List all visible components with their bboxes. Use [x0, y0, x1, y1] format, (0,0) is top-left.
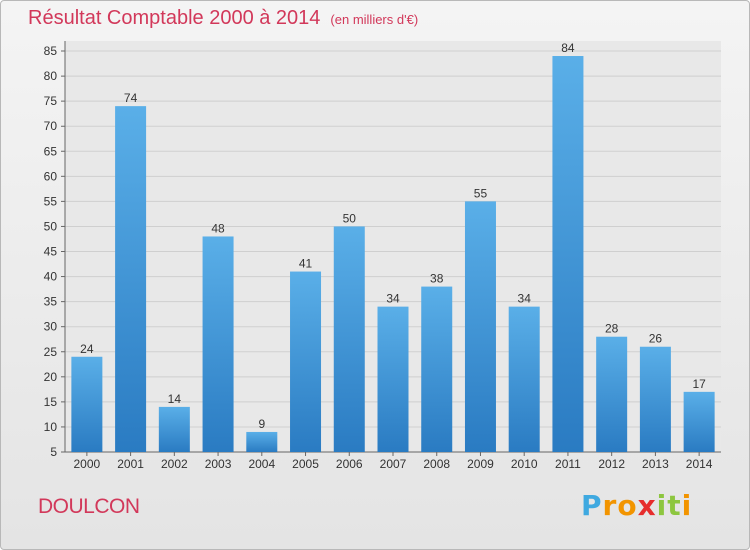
bar-value-label: 50: [343, 211, 357, 225]
x-tick-label: 2010: [511, 457, 538, 471]
y-tick-label: 5: [50, 445, 57, 459]
x-tick-label: 2012: [598, 457, 625, 471]
x-tick-label: 2007: [380, 457, 407, 471]
bar: [333, 226, 365, 452]
y-tick-label: 70: [44, 119, 58, 133]
proxiti-logo: Proxiti: [581, 489, 692, 522]
logo-letter: P: [581, 489, 603, 522]
bar-value-label: 26: [649, 332, 663, 346]
bar: [71, 356, 103, 452]
bar: [158, 406, 190, 452]
bar: [246, 431, 278, 452]
bar-value-label: 9: [258, 417, 265, 431]
x-tick-label: 2004: [248, 457, 275, 471]
logo-letter: x: [637, 489, 657, 522]
bar-value-label: 74: [124, 91, 138, 105]
y-tick-label: 45: [44, 245, 58, 259]
logo-letter: i: [681, 489, 693, 522]
title-text: Résultat Comptable 2000 à 2014: [28, 7, 321, 29]
y-tick-label: 75: [44, 94, 58, 108]
bar: [115, 106, 147, 452]
y-tick-label: 50: [44, 219, 58, 233]
bar: [552, 56, 584, 452]
y-tick-label: 15: [44, 395, 58, 409]
y-tick-label: 80: [44, 69, 58, 83]
y-tick-label: 55: [44, 194, 58, 208]
y-tick-label: 10: [44, 420, 58, 434]
bar: [290, 271, 322, 452]
bar: [508, 306, 540, 452]
y-tick-label: 20: [44, 370, 58, 384]
bar-value-label: 34: [518, 292, 532, 306]
bar: [683, 391, 715, 452]
bar-value-label: 34: [386, 292, 400, 306]
y-tick-label: 25: [44, 345, 58, 359]
bar-value-label: 28: [605, 322, 619, 336]
x-tick-label: 2000: [74, 457, 101, 471]
logo-letter: t: [667, 489, 682, 522]
x-tick-label: 2014: [686, 457, 713, 471]
bar-value-label: 38: [430, 272, 444, 286]
x-tick-label: 2003: [205, 457, 232, 471]
y-tick-label: 85: [44, 44, 58, 58]
y-tick-label: 35: [44, 295, 58, 309]
bar-value-label: 14: [168, 392, 182, 406]
y-tick-label: 30: [44, 320, 58, 334]
logo-letter: r: [602, 489, 618, 522]
bar-value-label: 55: [474, 186, 488, 200]
logo-letter: i: [656, 489, 668, 522]
x-tick-label: 2008: [423, 457, 450, 471]
bar-value-label: 84: [561, 41, 575, 55]
x-tick-label: 2011: [555, 457, 581, 471]
x-tick-label: 2009: [467, 457, 494, 471]
bar: [639, 346, 671, 452]
bar: [596, 336, 628, 452]
y-tick-label: 40: [44, 270, 58, 284]
x-tick-label: 2001: [117, 457, 144, 471]
bar-value-label: 48: [211, 221, 225, 235]
x-tick-label: 2005: [292, 457, 319, 471]
bar-value-label: 17: [692, 377, 706, 391]
bar-value-label: 41: [299, 257, 313, 271]
logo-letter: o: [617, 489, 638, 522]
y-tick-label: 65: [44, 144, 58, 158]
bar: [202, 236, 234, 452]
bar-value-label: 24: [80, 342, 94, 356]
chart-title: Résultat Comptable 2000 à 2014 (en millie…: [28, 7, 418, 30]
y-tick-label: 60: [44, 169, 58, 183]
bar: [421, 286, 453, 452]
x-tick-label: 2006: [336, 457, 363, 471]
x-tick-label: 2002: [161, 457, 188, 471]
bar: [377, 306, 409, 452]
x-tick-label: 2013: [642, 457, 669, 471]
bar: [464, 201, 496, 452]
city-name: DOULCON: [38, 495, 140, 518]
chart-subtitle: (en milliers d'€): [330, 12, 419, 27]
